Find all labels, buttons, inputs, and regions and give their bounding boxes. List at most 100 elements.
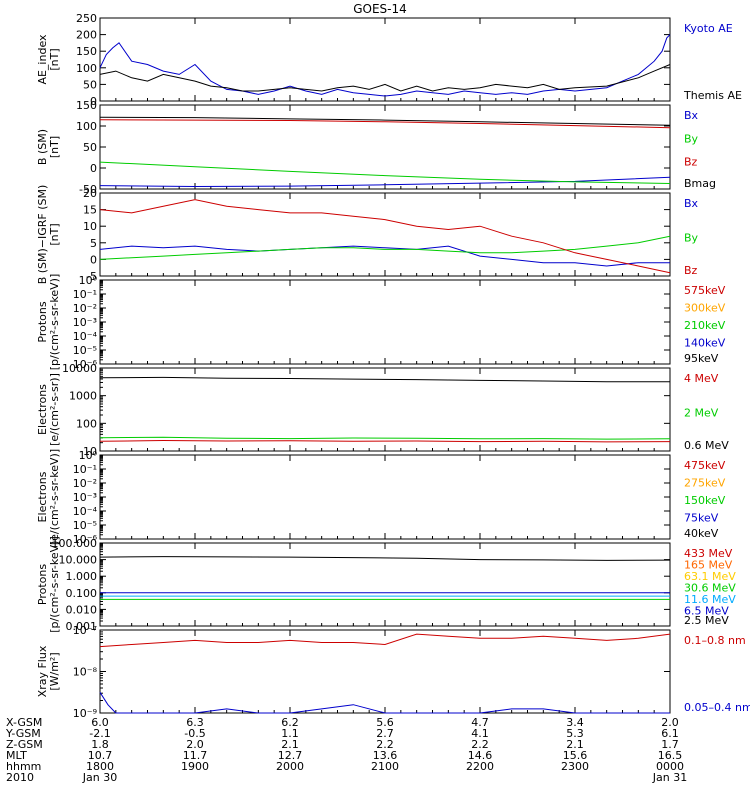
legend-entry: 165 MeV	[684, 559, 733, 572]
series-line	[99, 64, 671, 92]
y-axis-title: B (SM)−IGRF (SM)	[36, 185, 49, 285]
legend-entry: Bz	[684, 156, 698, 169]
y-axis-title: [e/(cm²-s-sr-keV)]	[48, 449, 61, 545]
y-tick-label: 1.000	[66, 570, 98, 583]
x-table-cell: 2100	[371, 760, 399, 773]
y-tick-label: 10⁻¹	[73, 463, 97, 476]
x-table-cell: 6.2	[281, 716, 299, 729]
y-tick-label: 10⁻⁵	[73, 344, 97, 357]
legend-entry: 63.1 MeV	[684, 570, 736, 583]
legend-entry: Bx	[684, 197, 699, 210]
y-tick-label: 250	[76, 12, 97, 25]
y-axis-title: [p/(cm²-s-sr-keV)]	[48, 274, 61, 371]
panel-frame	[99, 629, 671, 714]
x-table-cell: 3.4	[566, 716, 584, 729]
legend-entry: Bz	[684, 264, 698, 277]
y-tick-label: 10⁻⁸	[73, 666, 98, 679]
y-axis-title: [p/(cm²-s-sr-keV)]	[48, 536, 61, 633]
series-line	[99, 34, 671, 97]
y-tick-label: 0.010	[66, 603, 98, 616]
y-tick-label: 150	[76, 45, 97, 58]
series-line	[99, 556, 671, 561]
y-tick-label: 10⁻⁶	[73, 358, 98, 371]
x-table-cell: 2.0	[186, 738, 204, 751]
series-line	[99, 692, 670, 714]
legend-entry: 0.05–0.4 nm	[684, 701, 750, 714]
x-table-cell: 4.7	[471, 716, 489, 729]
x-table-cell: 6.0	[91, 716, 109, 729]
y-tick-label: 50	[83, 78, 97, 91]
x-table-cell: 14.6	[468, 749, 493, 762]
x-table-cell: 1.8	[91, 738, 109, 751]
legend-entry: 2.5 MeV	[684, 614, 729, 627]
y-tick-label: 5	[90, 237, 97, 250]
x-table-cell: 2200	[466, 760, 494, 773]
y-tick-label: 10⁻⁴	[73, 505, 98, 518]
y-axis-title: B (SM)	[36, 129, 49, 165]
y-tick-label: 100	[76, 417, 97, 430]
x-table-cell: 2.0	[661, 716, 679, 729]
y-tick-label: 0	[90, 253, 97, 266]
x-table-cell: 2.1	[281, 738, 299, 751]
x-table-row-label: Z-GSM	[6, 738, 43, 751]
x-table-cell: 15.6	[563, 749, 588, 762]
legend-entry: 11.6 MeV	[684, 593, 736, 606]
series-line	[99, 199, 671, 274]
y-tick-label: 10⁻³	[73, 316, 97, 329]
y-axis-title: [nT]	[48, 223, 61, 245]
x-axis-table: X-GSM 6.0 6.3 6.2 5.6 4.7 3.4 2.0 Y-GSM -2.1 -0.5 1…	[5, 716, 687, 784]
x-table-cell: 2300	[561, 760, 589, 773]
y-axis-title: AE_index	[36, 34, 49, 85]
legend-entry: Bmag	[684, 177, 716, 190]
legend-entry: 75keV	[684, 512, 719, 525]
series-line	[99, 119, 671, 129]
y-axis-title: Protons	[36, 301, 49, 342]
y-tick-label: 1000	[69, 390, 97, 403]
panel-frame	[99, 279, 671, 365]
y-tick-label: 10⁻²	[73, 477, 97, 490]
legend-entry: 575keV	[684, 284, 726, 297]
panel-8: 10⁻⁹ 10⁻⁸ 10⁻⁷ Xray Flux [W/m²] 0.1–0.8 nm 0.0…	[36, 624, 750, 720]
legend-entry: 150keV	[684, 494, 726, 507]
y-tick-label: 10⁻³	[73, 491, 97, 504]
y-axis-title: [nT]	[48, 48, 61, 70]
y-tick-label: 100.000	[52, 537, 98, 550]
legend-entry: 300keV	[684, 302, 726, 315]
y-axis-title: Xray Flux	[36, 645, 49, 697]
legend-entry: 95keV	[684, 352, 719, 365]
series-line	[99, 116, 671, 126]
legend-entry: 0.1–0.8 nm	[684, 634, 746, 647]
y-tick-label: 10	[83, 220, 97, 233]
panel-1: 0 50 100 150 200 250 AE_index [nT] Kyoto AE Themi…	[36, 12, 742, 108]
series-line	[99, 376, 670, 383]
legend-entry: 140keV	[684, 337, 726, 350]
x-table-cell: 2.1	[566, 738, 584, 751]
legend-entry: Kyoto AE	[684, 22, 733, 35]
x-table-cell: 2.2	[376, 738, 394, 751]
x-table-cell: 0000	[656, 760, 684, 773]
x-table-row-label: hhmm	[6, 760, 41, 773]
y-axis-title: Protons	[36, 564, 49, 605]
x-table-cell: 1800	[86, 760, 114, 773]
y-tick-label: 10	[83, 445, 97, 458]
y-tick-label: 10⁻⁷	[73, 624, 97, 637]
legend-entry: Themis AE	[683, 89, 742, 102]
y-tick-label: 20	[83, 187, 97, 200]
y-tick-label: 0	[90, 162, 97, 175]
x-table-cell: 5.6	[376, 716, 394, 729]
figure-title: GOES-14	[353, 2, 407, 16]
legend-entry: 4 MeV	[684, 372, 719, 385]
y-tick-label: 50	[83, 141, 97, 154]
legend-entry: 275keV	[684, 477, 726, 490]
y-tick-label: 10⁻¹	[73, 288, 97, 301]
legend-entry: By	[684, 232, 699, 245]
legend-entry: 210keV	[684, 319, 726, 332]
y-tick-label: 200	[76, 29, 97, 42]
x-table-cell: 16.5	[658, 749, 683, 762]
x-table-cell: -2.1	[89, 727, 110, 740]
y-axis-title: [e/(cm²-s-sr)]	[48, 373, 61, 446]
